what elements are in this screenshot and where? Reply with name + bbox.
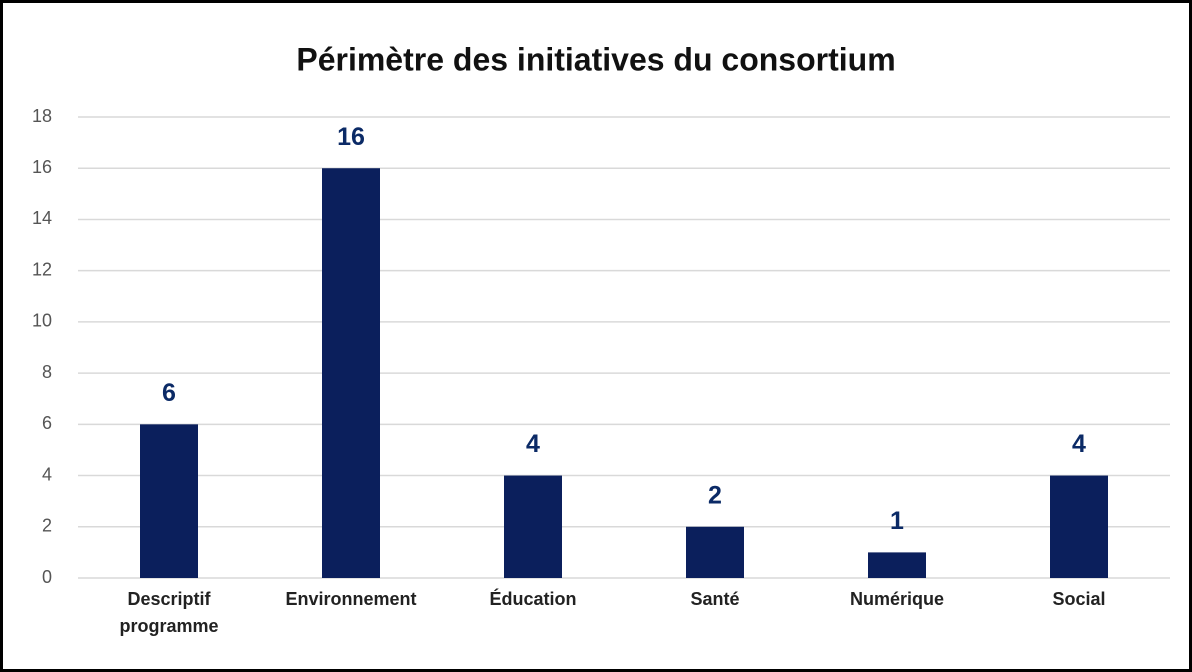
y-tick-label: 4 [42,464,52,484]
value-label: 1 [890,507,904,535]
x-tick-label: Éducation [489,589,577,609]
y-tick-label: 16 [32,157,52,177]
bar [686,526,744,578]
value-label: 2 [708,481,722,509]
y-tick-label: 6 [42,413,52,433]
x-tick-label: Santé [690,589,740,609]
x-tick-label: Social [1052,589,1106,609]
bar [1050,475,1108,578]
y-tick-label: 12 [32,259,52,279]
y-tick-label: 2 [42,516,52,536]
value-label: 4 [526,430,540,458]
x-tick-label: Descriptif programme [119,589,219,636]
y-tick-label: 14 [32,208,52,228]
y-tick-label: 8 [42,362,52,382]
bar [504,475,562,578]
y-tick-label: 18 [32,106,52,126]
value-label: 6 [162,379,176,407]
x-tick-label: Environnement [285,589,417,609]
value-label: 16 [337,123,365,151]
bar [322,168,380,578]
bar [868,552,926,578]
y-tick-label: 10 [32,311,52,331]
value-label: 4 [1072,430,1086,458]
bar [140,424,198,578]
chart-title: Périmètre des initiatives du consortium [296,41,895,77]
y-tick-label: 0 [42,567,52,587]
x-tick-label: Numérique [849,589,945,609]
